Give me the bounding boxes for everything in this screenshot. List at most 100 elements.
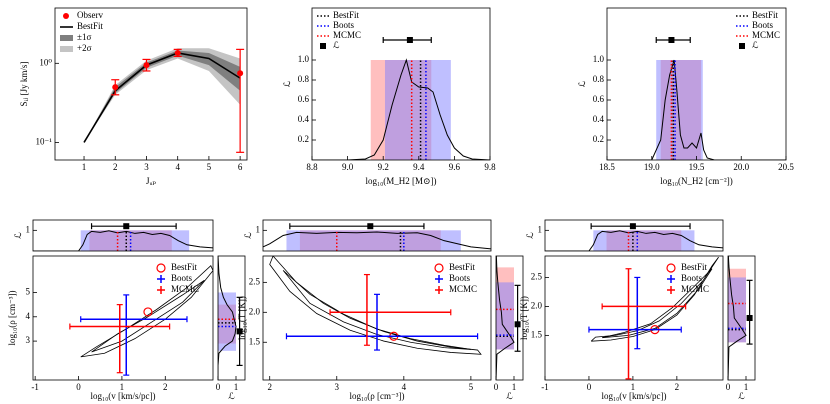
plot-area: [728, 256, 753, 380]
legend-swatch: [156, 263, 166, 273]
y-axis-label: ℒ: [13, 232, 23, 239]
x-tick-label: 5: [207, 162, 212, 172]
likelihood-curve: [263, 231, 491, 250]
credible-range: [218, 292, 236, 351]
contour: [91, 279, 205, 353]
legend-swatch: [63, 13, 69, 19]
y-tick-label: 0.8: [593, 74, 605, 84]
x-axis-label: ℒ: [506, 391, 513, 401]
x-tick-label: 9.0: [342, 162, 354, 172]
plot-frame: [544, 255, 724, 381]
legend-label: MCMC: [681, 284, 709, 294]
x-tick-label: 4: [402, 382, 407, 392]
legend-swatch: [60, 46, 73, 52]
likelihood-peak: [367, 223, 374, 230]
credible-range: [496, 282, 514, 350]
plot-area: [588, 256, 719, 380]
legend-label: ±1σ: [77, 32, 91, 42]
y-axis-label: Sᵢⱼ [Jy km/s]: [19, 62, 29, 107]
x-tick-label: 8.8: [306, 162, 318, 172]
y-tick-label: 1.5: [249, 336, 261, 346]
y-tick-label: 1.0: [298, 54, 310, 64]
x-axis-label: log₁₀(N_H2 [cm⁻²]): [660, 176, 732, 186]
x-axis-label: log₁₀(ρ [cm⁻³]): [350, 391, 405, 401]
y-tick-label: 1: [256, 224, 261, 234]
x-tick-label: 1: [120, 382, 125, 392]
y-tick-label: 1: [26, 224, 31, 234]
y-tick-label: 10⁰: [39, 57, 52, 67]
legend-label: Boots: [752, 20, 774, 30]
contour: [590, 256, 719, 342]
y-tick-label: 0.4: [298, 114, 310, 124]
x-tick-label: 2: [675, 382, 680, 392]
y-axis-label: ℒ: [577, 80, 587, 87]
legend-label: MCMC: [171, 284, 199, 294]
y-axis-label: ℒ: [243, 232, 253, 239]
plot-area: [607, 37, 786, 160]
likelihood-peak: [406, 37, 413, 43]
credible-range: [728, 277, 746, 343]
likelihood-peak: [746, 315, 753, 321]
x-tick-label: 2: [113, 162, 118, 172]
credible-range: [80, 230, 190, 251]
x-tick-label: 9.2: [378, 162, 389, 172]
y-tick-label: 0.6: [593, 94, 605, 104]
best-fit: [143, 307, 153, 317]
legend-swatch: [666, 263, 676, 273]
credible-range: [593, 230, 695, 251]
y-tick-label: 10⁻¹: [36, 137, 53, 147]
x-tick-label: 2: [163, 382, 168, 392]
x-tick-label: 9.4: [413, 162, 425, 172]
likelihood-curve: [728, 256, 747, 380]
plot-area: [496, 256, 521, 380]
likelihood-peak: [668, 37, 675, 43]
x-tick-label: 9.8: [484, 162, 496, 172]
x-axis-label: ℒ: [738, 391, 745, 401]
credible-range: [384, 60, 451, 160]
likelihood-curve: [312, 58, 490, 160]
likelihood-curve: [545, 230, 723, 251]
x-tick-label: 0: [216, 382, 221, 392]
x-tick-label: 3: [144, 162, 149, 172]
legend-label: Boots: [333, 20, 355, 30]
plot-area: [263, 223, 491, 251]
model-line: [83, 52, 241, 143]
y-axis-label: ℒ: [525, 232, 535, 239]
y-tick-label: 5: [26, 287, 31, 297]
x-tick-label: 1: [744, 382, 749, 392]
observation: [174, 49, 181, 56]
x-axis-label: log₁₀(M_H2 [M⊙]): [365, 176, 436, 186]
y-axis-label: ℒ: [282, 80, 292, 87]
credible-range: [286, 230, 461, 251]
legend-label: BestFit: [449, 262, 476, 272]
x-tick-label: 0: [494, 382, 499, 392]
y-tick-label: 1: [538, 224, 543, 234]
x-tick-label: 5: [469, 382, 474, 392]
legend-label: BestFit: [333, 10, 360, 20]
likelihood-peak: [236, 328, 243, 335]
sigma-band: [84, 48, 241, 143]
legend-label: BestFit: [171, 262, 198, 272]
plot-area: [269, 256, 482, 355]
plot-area: [33, 223, 213, 251]
plot-area: [83, 48, 245, 153]
y-tick-label: 0.2: [298, 134, 309, 144]
observation: [112, 84, 119, 91]
y-tick-label: 2.0: [531, 300, 543, 310]
plot-area: [545, 223, 723, 251]
x-tick-label: 0: [587, 382, 592, 392]
x-tick-label: 18.5: [599, 162, 615, 172]
plot-frame: [217, 255, 246, 381]
x-tick-label: -1: [541, 382, 549, 392]
legend-label: BestFit: [752, 10, 779, 20]
contour: [602, 268, 713, 339]
legend-label: BestFit: [77, 21, 104, 31]
legend-label: MCMC: [449, 284, 477, 294]
likelihood-curve: [218, 256, 237, 380]
legend-label: Observ: [77, 10, 103, 20]
y-tick-label: 1.0: [593, 54, 605, 64]
plot-frame: [544, 219, 724, 252]
plot-area: [312, 37, 490, 160]
contour: [282, 270, 471, 350]
